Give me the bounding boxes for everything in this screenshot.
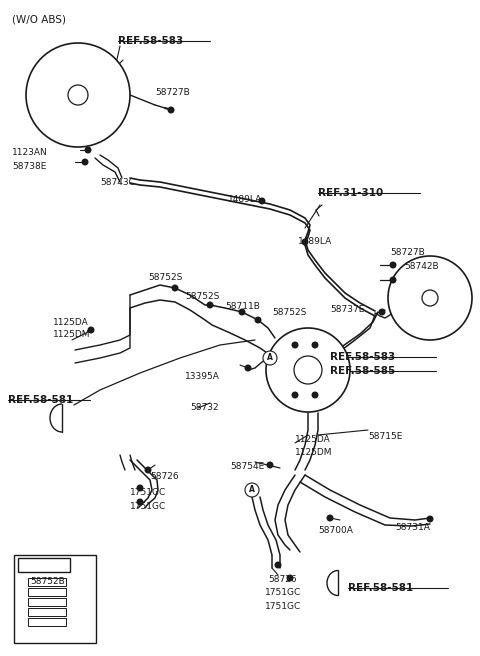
Text: 58732: 58732	[190, 403, 218, 412]
Text: 58737E: 58737E	[330, 305, 364, 314]
Circle shape	[379, 308, 385, 316]
Circle shape	[291, 342, 299, 348]
Circle shape	[168, 106, 175, 113]
Circle shape	[275, 562, 281, 569]
Text: 58715E: 58715E	[368, 432, 402, 441]
Circle shape	[136, 485, 144, 491]
Text: A: A	[249, 485, 255, 495]
Text: 1751GC: 1751GC	[265, 602, 301, 611]
Text: 1751GC: 1751GC	[130, 502, 166, 511]
Circle shape	[136, 499, 144, 506]
Circle shape	[389, 262, 396, 268]
Circle shape	[82, 159, 88, 165]
Text: REF.58-583: REF.58-583	[330, 352, 395, 362]
Circle shape	[312, 392, 319, 398]
Text: 58752S: 58752S	[148, 273, 182, 282]
Text: REF.58-583: REF.58-583	[118, 36, 183, 46]
Text: 58752S: 58752S	[185, 292, 219, 301]
Circle shape	[326, 514, 334, 522]
Text: 58711B: 58711B	[225, 302, 260, 311]
Circle shape	[87, 327, 95, 333]
Circle shape	[239, 308, 245, 316]
Text: 58752B: 58752B	[30, 577, 65, 586]
Text: 58727B: 58727B	[155, 88, 190, 97]
Text: REF.58-581: REF.58-581	[8, 395, 73, 405]
Text: 1489LA: 1489LA	[298, 237, 332, 246]
Circle shape	[244, 365, 252, 371]
Circle shape	[263, 351, 277, 365]
Text: 58752S: 58752S	[272, 308, 306, 317]
Text: 1125DA: 1125DA	[53, 318, 89, 327]
Text: 58700A: 58700A	[318, 526, 353, 535]
Text: REF.31-310: REF.31-310	[318, 188, 383, 198]
Text: (W/O ABS): (W/O ABS)	[12, 14, 66, 24]
Text: 1125DA: 1125DA	[295, 435, 331, 444]
Circle shape	[291, 392, 299, 398]
Text: 1489LA: 1489LA	[228, 195, 262, 204]
Text: 58726: 58726	[150, 472, 179, 481]
Bar	[28, 608, 66, 616]
Circle shape	[287, 575, 293, 581]
Text: 58742B: 58742B	[404, 262, 439, 271]
Text: 58726: 58726	[268, 575, 297, 584]
Bar	[28, 598, 66, 606]
Circle shape	[312, 342, 319, 348]
Text: REF.58-581: REF.58-581	[348, 583, 413, 593]
Circle shape	[422, 290, 438, 306]
Text: 58743C: 58743C	[100, 178, 135, 187]
Text: 58731A: 58731A	[395, 523, 430, 532]
Circle shape	[26, 43, 130, 147]
Circle shape	[266, 328, 350, 412]
Text: 13395A: 13395A	[185, 372, 220, 381]
Circle shape	[259, 197, 265, 205]
Bar	[28, 578, 66, 586]
Circle shape	[301, 239, 309, 245]
Circle shape	[144, 466, 152, 474]
Text: 58727B: 58727B	[390, 248, 425, 257]
Circle shape	[171, 285, 179, 291]
Circle shape	[245, 483, 259, 497]
Circle shape	[206, 302, 214, 308]
Circle shape	[266, 462, 274, 468]
Bar	[14, 555, 96, 643]
Text: A: A	[267, 354, 273, 363]
Text: 1125DM: 1125DM	[295, 448, 333, 457]
Bar	[18, 558, 70, 572]
Text: REF.58-585: REF.58-585	[330, 366, 395, 376]
Text: 58754E: 58754E	[230, 462, 264, 471]
Circle shape	[294, 356, 322, 384]
Text: 1751GC: 1751GC	[265, 588, 301, 597]
Circle shape	[68, 85, 88, 105]
Text: 58738E: 58738E	[12, 162, 47, 171]
Circle shape	[84, 146, 92, 154]
Circle shape	[389, 276, 396, 283]
Circle shape	[254, 316, 262, 323]
Circle shape	[388, 256, 472, 340]
Text: 1125DM: 1125DM	[53, 330, 91, 339]
Text: 1751GC: 1751GC	[130, 488, 166, 497]
Circle shape	[427, 516, 433, 522]
Text: 1123AN: 1123AN	[12, 148, 48, 157]
Bar	[28, 618, 66, 626]
Bar	[28, 588, 66, 596]
